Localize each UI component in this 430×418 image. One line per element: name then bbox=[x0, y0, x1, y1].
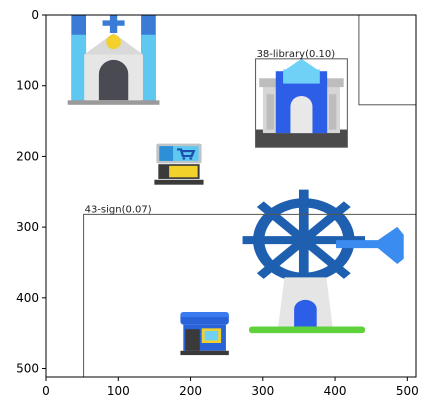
detection-box bbox=[255, 58, 348, 148]
y-axis: 0 100 200 300 400 500 bbox=[16, 8, 46, 376]
x-axis: 0 100 200 300 400 500 bbox=[42, 377, 419, 398]
x-tick-label: 100 bbox=[107, 384, 130, 398]
y-tick-label: 100 bbox=[16, 79, 39, 93]
detection-label: 43-sign(0.07) bbox=[85, 204, 152, 215]
shop-icon bbox=[180, 311, 229, 356]
x-tick-label: 400 bbox=[324, 384, 347, 398]
church-icon bbox=[67, 15, 160, 105]
detection-box-layer bbox=[83, 15, 416, 377]
y-tick-label: 0 bbox=[31, 8, 39, 22]
y-tick-label: 400 bbox=[16, 291, 39, 305]
detection-label: 38-library(0.10) bbox=[257, 49, 336, 60]
plot-frame bbox=[45, 14, 417, 378]
x-tick-label: 500 bbox=[396, 384, 419, 398]
detection-box bbox=[83, 213, 416, 377]
x-tick-label: 0 bbox=[42, 384, 50, 398]
y-tick-label: 500 bbox=[16, 362, 39, 376]
shopping-cart-terminal-icon bbox=[153, 142, 205, 186]
y-tick-label: 200 bbox=[16, 149, 39, 163]
plot-area: 38-library(0.10) 43-sign(0.07) bbox=[45, 14, 417, 378]
library-building-icon bbox=[255, 58, 348, 148]
detection-label-layer: 38-library(0.10) 43-sign(0.07) bbox=[85, 49, 336, 216]
x-tick-label: 200 bbox=[179, 384, 202, 398]
x-tick-label: 300 bbox=[251, 384, 274, 398]
detection-box bbox=[358, 15, 416, 106]
y-tick-label: 300 bbox=[16, 220, 39, 234]
